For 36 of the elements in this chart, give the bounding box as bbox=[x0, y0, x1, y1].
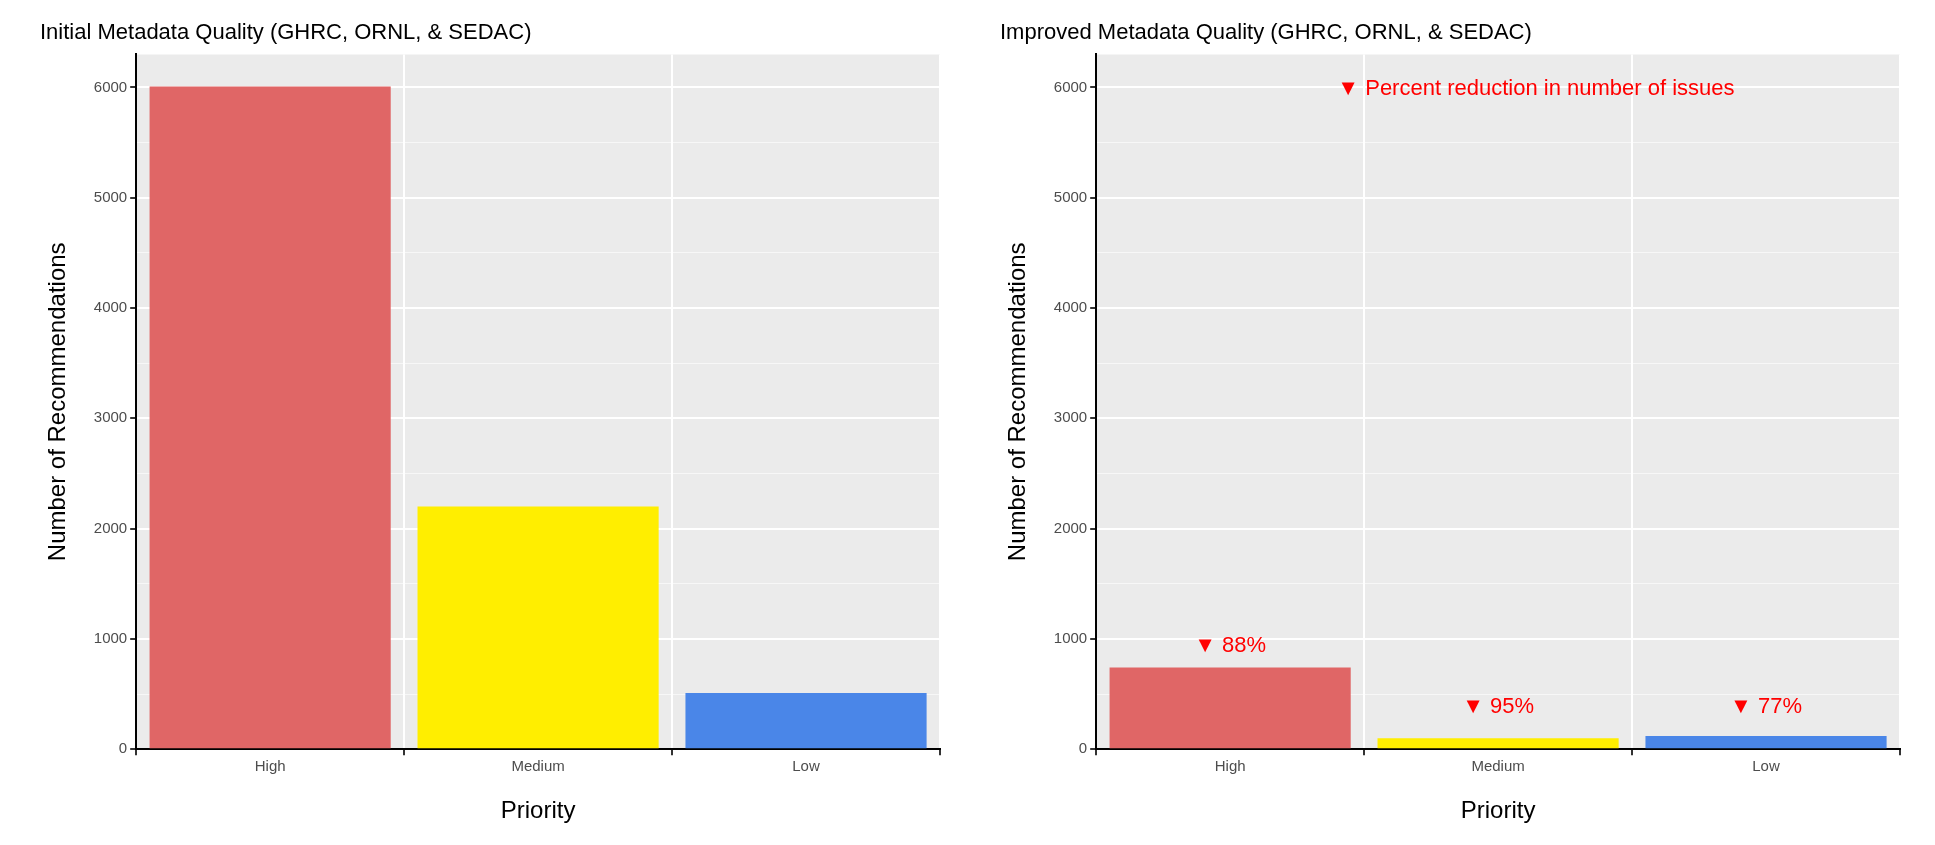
y-tick-label: 4000 bbox=[1053, 298, 1088, 316]
bar bbox=[417, 506, 659, 749]
y-tick-label: 2000 bbox=[1053, 518, 1088, 536]
y-tick-label: 6000 bbox=[93, 77, 128, 95]
y-axis-title: Number of Recommendations bbox=[1003, 242, 1031, 562]
y-tick-label: 3000 bbox=[1053, 408, 1088, 426]
annotation: ▼ 95% bbox=[1462, 693, 1535, 719]
x-tick-label: High bbox=[1214, 757, 1246, 775]
y-tick-label: 1000 bbox=[1053, 629, 1088, 647]
bar bbox=[685, 692, 927, 749]
y-tick-label: 2000 bbox=[93, 518, 128, 536]
x-tick-label: Low bbox=[792, 757, 820, 775]
chart-title: Initial Metadata Quality (GHRC, ORNL, & SEDAC) bbox=[40, 19, 532, 45]
bar bbox=[1645, 735, 1887, 749]
annotation: ▼ Percent reduction in number of issues bbox=[1337, 75, 1735, 101]
chart-title: Improved Metadata Quality (GHRC, ORNL, & SEDAC) bbox=[1000, 19, 1532, 45]
y-axis-title: Number of Recommendations bbox=[43, 242, 71, 562]
x-axis-title: Priority bbox=[1460, 796, 1536, 824]
y-tick-label: 3000 bbox=[93, 408, 128, 426]
bar bbox=[149, 86, 391, 749]
x-tick-label: Low bbox=[1752, 757, 1780, 775]
y-tick-label: 5000 bbox=[1053, 187, 1088, 205]
annotation: ▼ 77% bbox=[1730, 693, 1802, 719]
x-tick-label: High bbox=[254, 757, 286, 775]
y-tick-label: 4000 bbox=[93, 298, 128, 316]
x-tick-label: Medium bbox=[1471, 757, 1525, 775]
y-tick-label: 0 bbox=[118, 739, 128, 757]
x-axis-title: Priority bbox=[500, 796, 576, 824]
y-tick-label: 6000 bbox=[1053, 77, 1088, 95]
y-tick-label: 0 bbox=[1078, 739, 1088, 757]
y-tick-label: 5000 bbox=[93, 187, 128, 205]
y-tick-label: 1000 bbox=[93, 629, 128, 647]
x-tick-label: Medium bbox=[511, 757, 565, 775]
annotation: ▼ 88% bbox=[1194, 631, 1267, 657]
bar bbox=[1377, 738, 1619, 749]
bar bbox=[1109, 667, 1351, 749]
